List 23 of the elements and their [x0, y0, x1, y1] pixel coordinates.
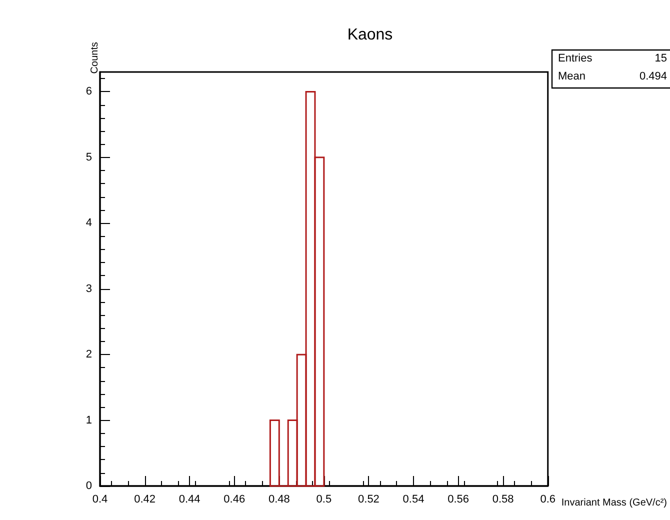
x-tick-label: 0.54 — [402, 494, 424, 506]
x-tick-label: 0.52 — [358, 494, 380, 506]
y-tick-label: 4 — [86, 217, 92, 230]
text: Entries 15 — [558, 52, 667, 64]
chart-title: Kaons — [347, 26, 393, 44]
x-tick-label: 0.56 — [448, 494, 470, 506]
x-axis-title: Invariant Mass (GeV/c²) — [561, 498, 667, 508]
y-tick-label: 0 — [86, 480, 92, 492]
x-tick-label: 0.42 — [134, 494, 156, 506]
x-tick-label: 0.44 — [178, 494, 200, 506]
x-tick-label: 0.5 — [316, 494, 332, 506]
y-tick-label: 5 — [86, 151, 92, 164]
x-tick-label: 0.58 — [492, 494, 514, 506]
x-tick-label: 0.6 — [540, 494, 556, 506]
y-tick-label: 3 — [86, 282, 92, 295]
x-tick-label: 0.4 — [92, 494, 108, 506]
x-tick-label: 0.48 — [268, 494, 290, 506]
y-tick-label: 6 — [86, 86, 92, 98]
y-tick-label: 1 — [86, 414, 92, 426]
y-axis-title: Counts — [90, 42, 100, 74]
y-tick-label: 2 — [86, 348, 92, 361]
text: Mean 0.494 — [558, 70, 667, 82]
x-tick-label: 0.46 — [224, 494, 246, 506]
